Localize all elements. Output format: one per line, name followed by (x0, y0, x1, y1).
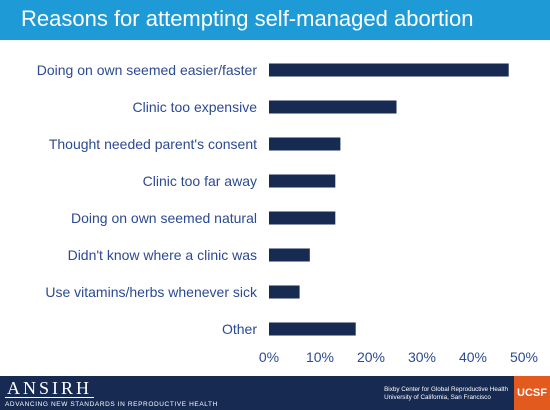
x-tick-label: 30% (408, 349, 436, 365)
logo-mark: ANSIRH (5, 378, 95, 398)
category-label: Doing on own seemed natural (71, 210, 257, 226)
bar (269, 285, 300, 299)
x-tick-label: 50% (510, 349, 538, 365)
org-line-2: University of California, San Francisco (384, 394, 491, 401)
x-tick-label: 0% (259, 349, 279, 365)
bar (269, 100, 397, 114)
category-label: Didn't know where a clinic was (68, 247, 257, 263)
footer-bar: ANSIRH ADVANCING NEW STANDARDS IN REPROD… (0, 376, 550, 410)
category-label: Clinic too far away (143, 173, 257, 189)
org-name: Bixby Center for Global Reproductive Hea… (384, 386, 508, 402)
header-bar: Reasons for attempting self-managed abor… (0, 0, 550, 40)
chart-title: Reasons for attempting self-managed abor… (21, 6, 474, 31)
bar (269, 137, 341, 151)
bar (269, 174, 336, 188)
bar-chart: Doing on own seemed easier/faster Clinic … (37, 62, 538, 365)
x-tick-label: 20% (357, 349, 385, 365)
ucsf-badge: UCSF (514, 376, 550, 410)
logo-tagline: ADVANCING NEW STANDARDS IN REPRODUCTIVE … (5, 401, 218, 408)
category-label: Other (222, 321, 257, 337)
ansirh-logo: ANSIRH ADVANCING NEW STANDARDS IN REPROD… (5, 379, 218, 408)
x-tick-label: 10% (306, 349, 334, 365)
bar (269, 248, 310, 262)
bar (269, 63, 509, 77)
category-label: Doing on own seemed easier/faster (37, 62, 258, 78)
bar (269, 211, 336, 225)
category-label: Clinic too expensive (132, 99, 257, 115)
org-line-1: Bixby Center for Global Reproductive Hea… (384, 386, 508, 393)
category-label: Thought needed parent's consent (49, 136, 257, 152)
category-label: Use vitamins/herbs whenever sick (45, 284, 258, 300)
x-tick-label: 40% (459, 349, 487, 365)
bar (269, 322, 356, 336)
